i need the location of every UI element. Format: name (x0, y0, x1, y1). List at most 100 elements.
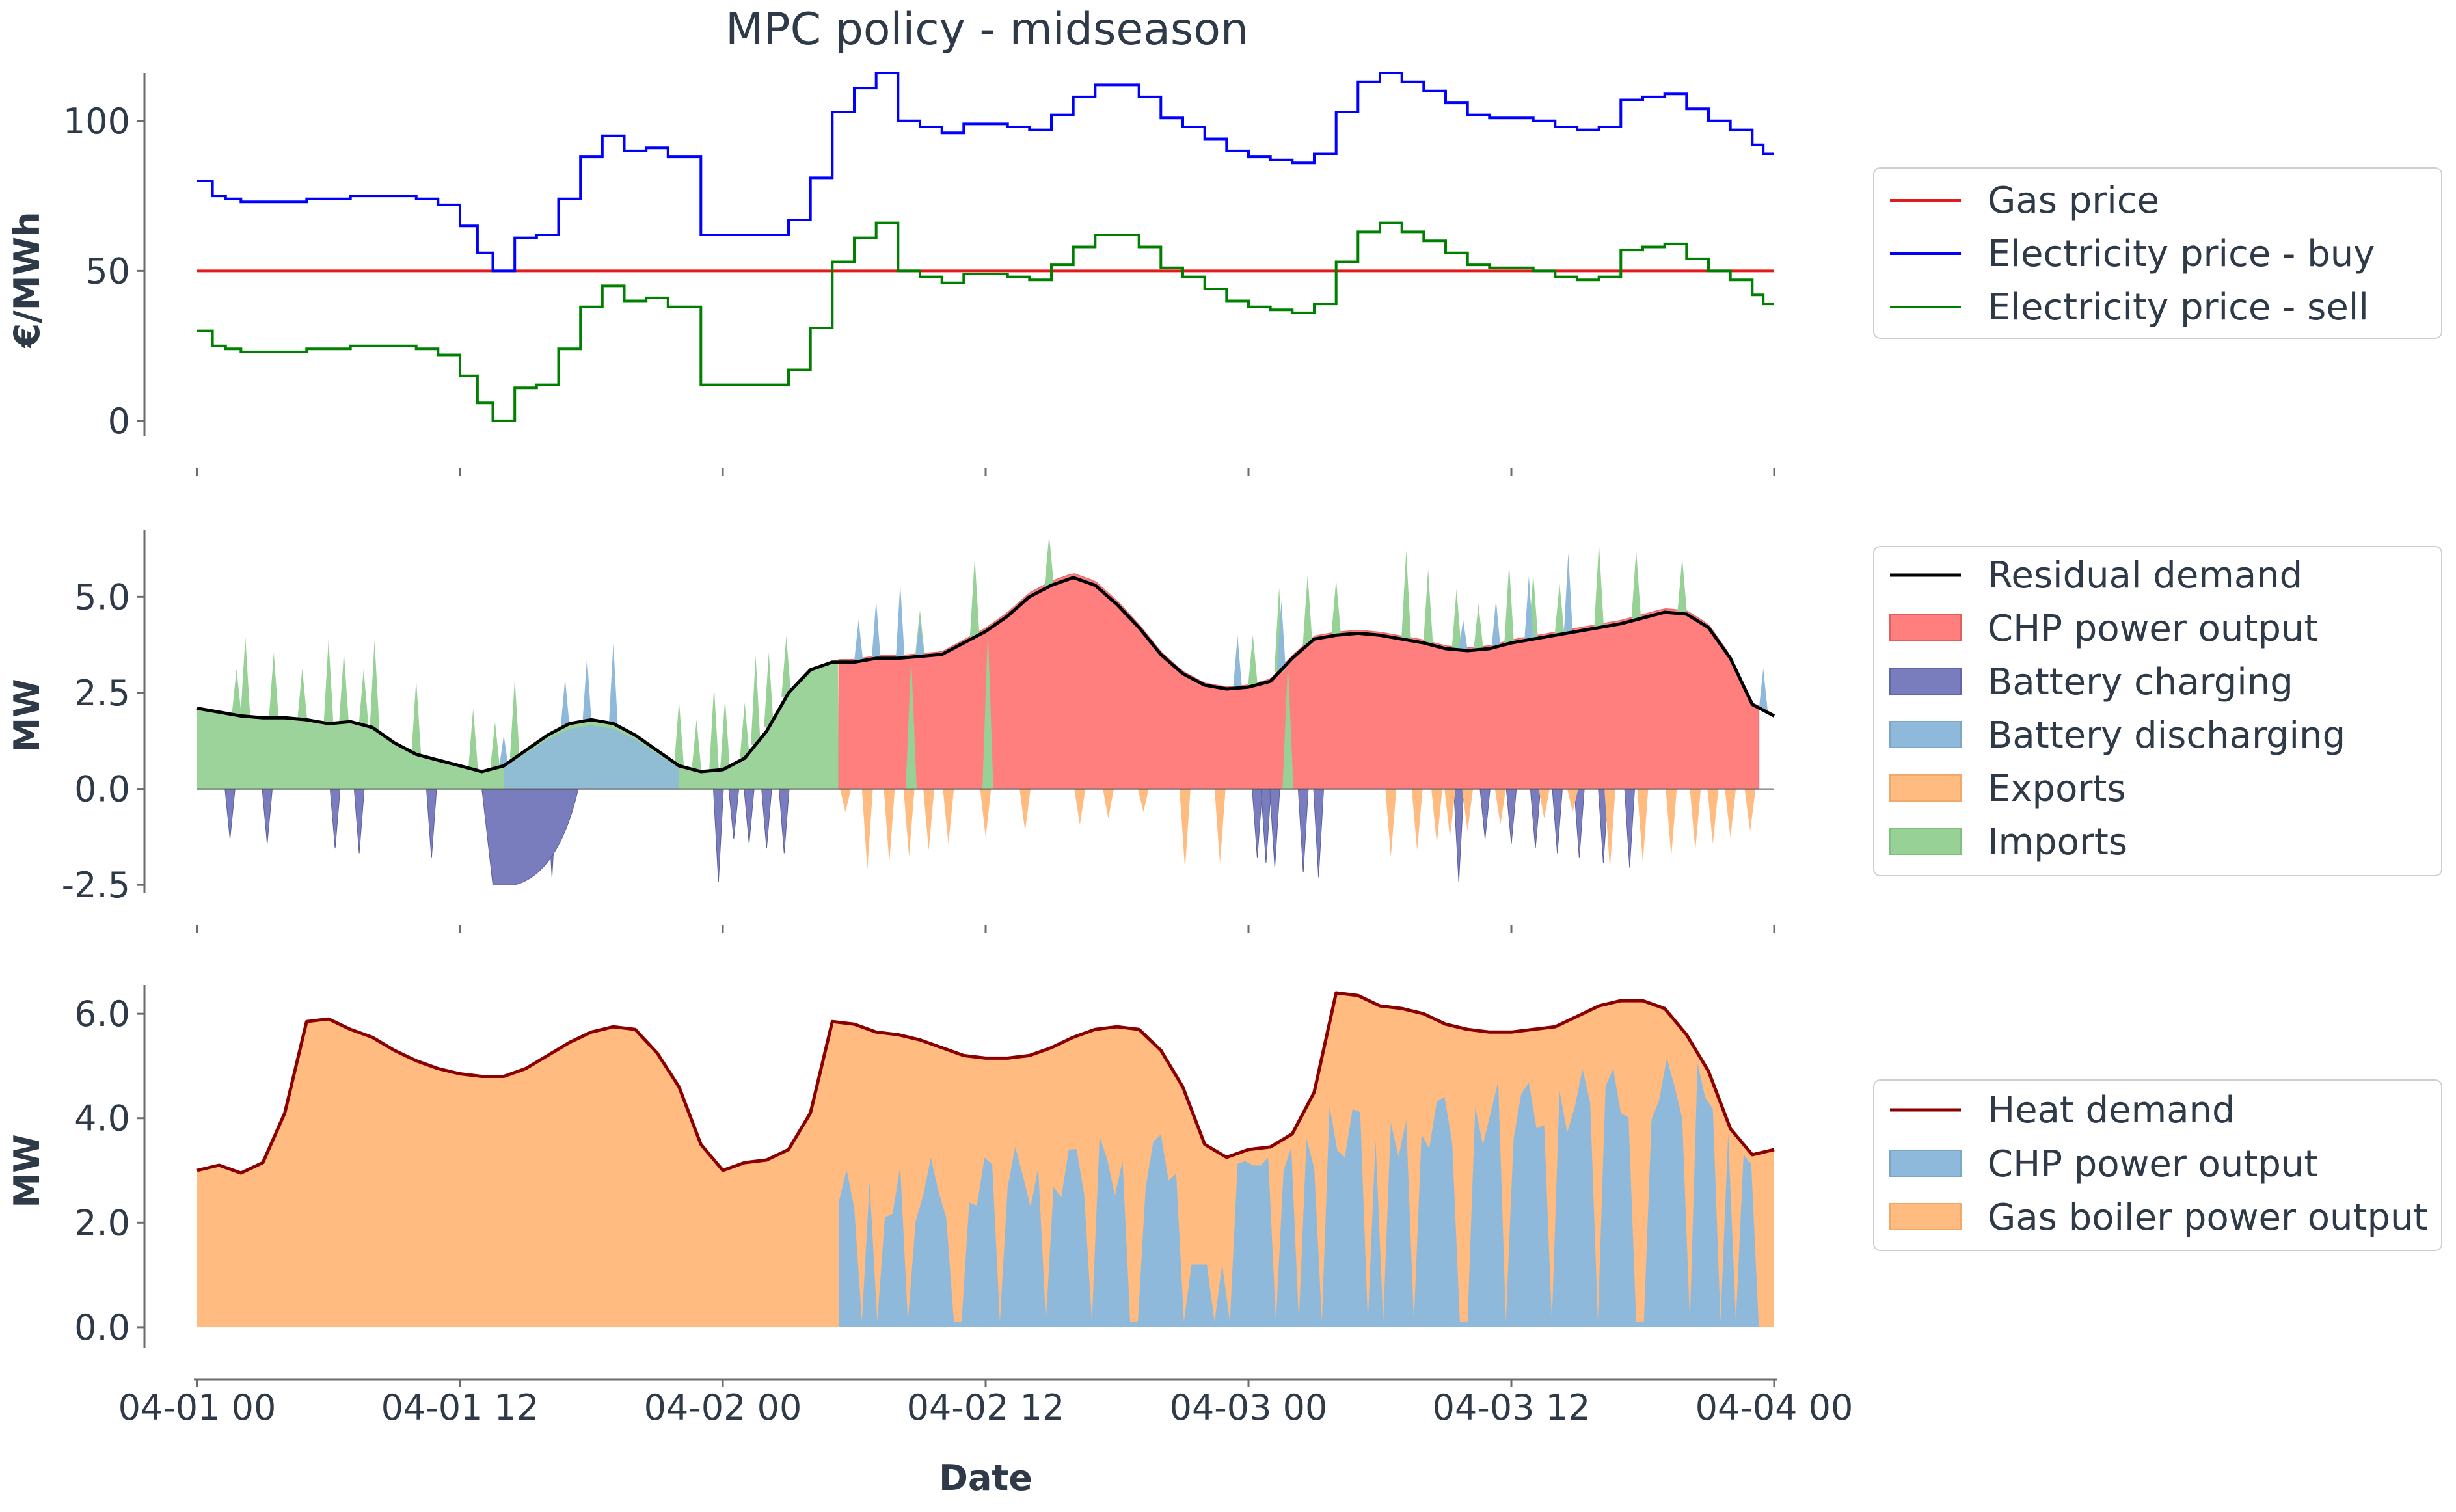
battery-charging-spike (1313, 789, 1325, 878)
battery-charging-spike (353, 789, 365, 854)
power-y-axis-label: MW (7, 679, 47, 752)
price-x-ticks (196, 468, 1775, 476)
battery-charging-spike (1252, 789, 1263, 858)
exports-spike (840, 789, 851, 812)
legend-swatch-imports (1889, 828, 1962, 855)
y-tick-label: 50 (85, 250, 130, 291)
battery-charging-spike (1260, 789, 1272, 863)
x-tick-label: 04-01 12 (381, 1387, 539, 1428)
legend-swatch-battery-charging (1889, 668, 1962, 695)
legend-residual-demand: Residual demand (1988, 554, 2302, 597)
y-tick-label: 6.0 (74, 993, 130, 1034)
heat-series (196, 991, 1775, 1327)
imports-spike (1504, 563, 1514, 644)
exports-spike (980, 789, 992, 838)
battery-charging-spike (262, 789, 273, 844)
exports-spike (1103, 789, 1114, 818)
battery-discharging-spike (560, 679, 570, 726)
battery-charging-spike (1505, 789, 1517, 844)
exports-spike (1138, 789, 1149, 812)
power-legend: Residual demand CHP power output Battery… (1873, 546, 2442, 876)
imports-spike (1594, 543, 1604, 628)
y-tick-label: 0 (108, 401, 130, 442)
heat-panel: 0.02.04.06.0 04-01 00 04-01 12 04-02 00 04-… (7, 985, 2442, 1428)
battery-discharging-spike (608, 643, 618, 724)
imports-spike (1044, 535, 1054, 587)
legend-electricity-buy: Electricity price - buy (1988, 233, 2375, 275)
price-panel: 0 50 100 €/MWh Gas price Electricity price… (7, 72, 2442, 476)
series-electricity-price-sell (197, 221, 1774, 422)
exports-spike (1604, 789, 1615, 870)
exports-spike (1539, 789, 1550, 818)
legend-swatch-exports (1889, 774, 1962, 802)
battery-charging-spike (329, 789, 341, 849)
exports-spike (1666, 789, 1677, 857)
legend-swatch-battery-discharging (1889, 721, 1962, 748)
imports-spike (339, 652, 349, 723)
y-tick-label: 100 (63, 101, 130, 142)
legend-exports: Exports (1988, 768, 2126, 810)
exports-spike (1690, 789, 1701, 850)
battery-discharging-spike (1276, 601, 1286, 670)
battery-discharging-spike (896, 583, 905, 658)
exports-spike (1494, 789, 1506, 825)
price-y-ticks: 0 50 100 (63, 101, 144, 442)
imports-spike (1401, 550, 1411, 640)
imports-spike (323, 639, 334, 724)
exports-spike (1411, 789, 1423, 850)
imports-gap (982, 630, 993, 789)
battery-discharging-spike (1759, 668, 1768, 710)
price-y-axis-label: €/MWh (7, 211, 47, 349)
legend-swatch-chp-heat (1889, 1150, 1962, 1177)
power-x-ticks (196, 925, 1775, 933)
battery-charging-spike (1624, 789, 1636, 868)
imports-area (197, 662, 839, 789)
legend-gas-boiler: Gas boiler power output (1988, 1196, 2427, 1239)
battery-charging-spike (744, 789, 755, 844)
imports-spike (411, 679, 422, 755)
imports-spike (490, 722, 500, 768)
heat-y-ticks: 0.0 2.0 4.0 6.0 (74, 993, 144, 1348)
imports-spike (1331, 579, 1342, 636)
imports-spike (692, 720, 701, 771)
legend-chp-power-heat: CHP power output (1988, 1143, 2318, 1185)
exports-spike (1180, 789, 1191, 870)
x-tick-label: 04-03 00 (1170, 1387, 1328, 1428)
imports-spike (1248, 635, 1258, 686)
chp-area (838, 573, 1760, 790)
legend-battery-charging: Battery charging (1988, 661, 2293, 703)
battery-charging-spike (1552, 789, 1563, 854)
legend-imports: Imports (1988, 821, 2127, 863)
x-tick-label: 04-02 00 (644, 1387, 802, 1428)
imports-spike (969, 557, 980, 638)
legend-box (1873, 1079, 2442, 1251)
y-tick-label: -2.5 (62, 865, 130, 906)
x-tick-label: 04-02 12 (907, 1387, 1065, 1428)
exports-spike (943, 789, 954, 844)
battery-discharging-spike (582, 656, 591, 721)
power-series (196, 535, 1775, 885)
imports-spike (240, 636, 250, 716)
exports-spike (1431, 789, 1442, 844)
imports-spike (232, 669, 241, 716)
imports-spike (370, 640, 380, 729)
battery-charging-area (481, 789, 579, 885)
imports-spike (509, 678, 520, 759)
imports-spike (1423, 569, 1433, 644)
heat-x-ticks: 04-01 00 04-01 12 04-02 00 04-02 12 04-03 00… (118, 1378, 1853, 1428)
exports-spike (1385, 789, 1397, 857)
exports-spike (861, 789, 873, 870)
battery-charging-spike (761, 789, 772, 849)
legend-box (1873, 167, 2442, 339)
battery-charging-spike (224, 789, 236, 839)
imports-gap (1282, 662, 1293, 789)
imports-spike (297, 668, 307, 720)
heat-legend: Heat demand CHP power output Gas boiler … (1873, 1079, 2442, 1251)
battery-charging-spike (1269, 789, 1280, 868)
x-tick-label: 04-03 12 (1433, 1387, 1591, 1428)
series-electricity-price-buy (197, 72, 1774, 273)
residual-demand-line (196, 576, 1775, 774)
exports-spike (903, 789, 915, 857)
chp-heat-area (839, 1058, 1759, 1327)
